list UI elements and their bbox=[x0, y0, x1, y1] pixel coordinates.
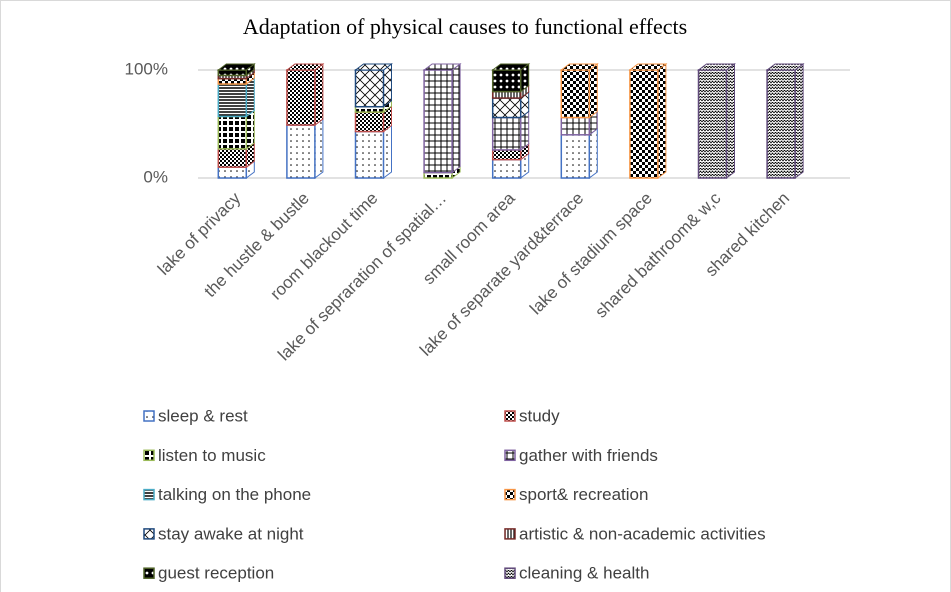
legend-label: talking on the phone bbox=[158, 485, 311, 504]
bar bbox=[491, 90, 522, 99]
bar bbox=[354, 111, 385, 133]
bar bbox=[423, 171, 453, 179]
bar-side bbox=[726, 63, 735, 179]
bar bbox=[491, 116, 522, 151]
y-tick-label: 0% bbox=[143, 167, 168, 186]
bar-top bbox=[765, 63, 805, 71]
legend-label: listen to music bbox=[158, 446, 266, 465]
bar-top bbox=[491, 63, 531, 71]
bar-side bbox=[314, 63, 324, 127]
bar bbox=[286, 69, 316, 126]
bar-top bbox=[422, 63, 462, 71]
legend-swatch bbox=[143, 528, 155, 540]
chart-title: Adaptation of physical causes to functio… bbox=[243, 14, 687, 39]
bar bbox=[217, 69, 248, 77]
bar-top bbox=[216, 63, 256, 71]
bar bbox=[354, 105, 385, 113]
bar bbox=[629, 69, 659, 179]
legend-label: study bbox=[519, 406, 560, 425]
bar bbox=[697, 69, 728, 179]
bar bbox=[217, 77, 248, 85]
bar bbox=[217, 83, 248, 118]
bar bbox=[423, 69, 453, 174]
bar-side bbox=[314, 118, 324, 179]
bar-side bbox=[383, 124, 392, 179]
legend-label: guest reception bbox=[158, 564, 274, 583]
legend-swatch bbox=[143, 449, 155, 462]
bar-top bbox=[559, 63, 599, 71]
bar bbox=[491, 97, 522, 119]
bar bbox=[766, 69, 796, 179]
legend-label: stay awake at night bbox=[158, 524, 304, 543]
bar bbox=[491, 149, 522, 161]
bar-side bbox=[588, 63, 598, 119]
bar bbox=[217, 148, 248, 168]
bar bbox=[560, 69, 591, 119]
bar-side bbox=[588, 127, 598, 179]
bar-side bbox=[794, 63, 804, 179]
bar bbox=[354, 130, 385, 179]
legend-swatch bbox=[504, 449, 516, 462]
bar bbox=[286, 124, 316, 179]
bar-side bbox=[383, 63, 392, 108]
bar bbox=[217, 115, 248, 150]
bar bbox=[491, 69, 522, 93]
bar-side bbox=[451, 63, 461, 174]
legend-swatch bbox=[143, 567, 155, 579]
bar-side bbox=[657, 63, 667, 179]
legend-swatch bbox=[143, 488, 155, 501]
bar bbox=[354, 69, 385, 108]
bar bbox=[491, 158, 522, 179]
bar-top bbox=[354, 63, 393, 71]
bar bbox=[560, 116, 591, 136]
bar-side bbox=[245, 77, 255, 118]
legend-label: cleaning & health bbox=[519, 564, 649, 583]
legend-label: gather with friends bbox=[519, 446, 658, 465]
bar-top bbox=[628, 63, 668, 71]
legend-swatch bbox=[504, 488, 516, 501]
legend-label: sport& recreation bbox=[519, 485, 648, 504]
legend-label: sleep & rest bbox=[158, 406, 248, 425]
y-tick-label: 100% bbox=[125, 59, 168, 78]
bar bbox=[217, 166, 248, 179]
legend-swatch bbox=[143, 410, 155, 422]
bar-top bbox=[285, 63, 325, 71]
legend-swatch bbox=[504, 410, 516, 422]
bar bbox=[560, 134, 591, 179]
legend-label: artistic & non-academic activities bbox=[519, 524, 766, 543]
bar-side bbox=[520, 110, 530, 151]
legend-swatch bbox=[504, 528, 516, 540]
bar-top bbox=[697, 63, 736, 71]
bar-side bbox=[245, 109, 255, 150]
legend-swatch bbox=[504, 567, 516, 579]
